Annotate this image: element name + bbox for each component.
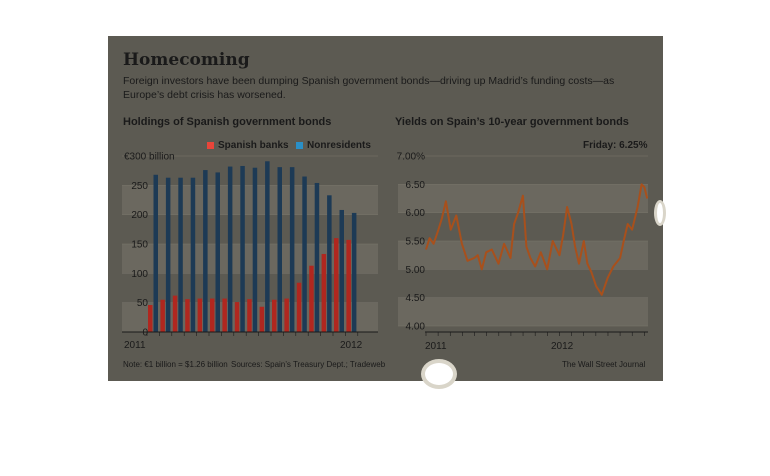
legend-label-nonresidents: Nonresidents [307,140,371,151]
bar-spanish-banks [185,299,190,332]
bar-nonresidents [327,195,332,332]
bar-nonresidents [289,167,295,332]
right-chart-title: Yields on Spain’s 10-year government bon… [395,116,629,128]
line-y-tick-label: 7.00% [397,152,425,163]
bar-nonresidents [314,182,320,332]
sources: Sources: Spain’s Treasury Dept.; Tradewe… [231,360,386,369]
line-y-tick-label: 6.50 [406,180,426,191]
line-x-tick-label: 2011 [425,341,447,352]
bar-spanish-banks [197,298,203,332]
bar-spanish-banks [296,282,302,332]
bar-y-tick-label: 0 [142,328,148,339]
line-x-tick-label: 2012 [551,341,574,352]
bar-spanish-banks [334,238,339,332]
friday-annotation: Friday: 6.25% [583,140,648,151]
bar-nonresidents [190,177,196,332]
bar-nonresidents [339,209,344,332]
legend-nonresidents: Nonresidents [296,140,371,151]
bar-nonresidents [165,177,171,332]
bar-nonresidents [351,212,357,332]
bar-spanish-banks [259,306,265,332]
footnote: Note: €1 billion = $1.26 billion [123,360,228,369]
bar-spanish-banks [247,299,252,332]
bar-nonresidents [302,176,307,332]
line-y-tick-label: 4.00 [406,322,426,333]
bar-spanish-banks [284,298,289,332]
bar-nonresidents [153,174,158,332]
legend-swatch-spanish-banks [207,142,214,149]
bar-spanish-banks [160,299,165,332]
bar-x-tick-label: 2012 [340,340,363,351]
bar-y-tick-label: 250 [131,181,148,192]
line-y-tick-label: 5.50 [406,237,426,248]
line-y-tick-label: 5.00 [406,265,426,276]
line-grid-band [398,241,648,270]
bar-spanish-banks [234,302,240,332]
bar-nonresidents [227,166,233,332]
line-chart: 4.00 4.50 5.00 5.50 6.00 6.50 7.00% 2011 2012 [397,152,649,352]
bar-spanish-banks [321,253,327,332]
bar-y-tick-label: 50 [137,298,149,309]
bar-nonresidents [265,161,270,332]
chart-figure: Homecoming Foreign investors have been d… [108,36,663,381]
bar-nonresidents [203,170,208,332]
legend-swatch-nonresidents [296,142,303,149]
legend-spanish-banks: Spanish banks [207,140,289,151]
left-chart-title: Holdings of Spanish government bonds [123,116,332,128]
bar-nonresidents [215,172,220,332]
deck-text: Foreign investors have been dumping Span… [123,75,615,101]
bar-spanish-banks [309,265,314,332]
bar-nonresidents [252,167,258,332]
line-y-tick-label: 4.50 [406,293,426,304]
bar-spanish-banks [210,298,215,332]
bar-spanish-banks [148,305,153,332]
bar-chart: 0 50 100 150 200 250 €300 billion 2011 2012 [122,152,378,351]
line-y-tick-label: 6.00 [406,208,426,219]
bar-y-tick-label: 100 [131,269,148,280]
bar-nonresidents [277,167,282,332]
bar-y-tick-label: 200 [131,210,148,221]
credit: The Wall Street Journal [562,360,646,369]
bar-spanish-banks [172,295,178,332]
headline: Homecoming [123,50,250,70]
decorative-blob [654,200,666,226]
bar-nonresidents [240,165,245,332]
legend-label-spanish-banks: Spanish banks [218,140,289,151]
bar-spanish-banks [272,299,277,332]
bar-spanish-banks [346,239,351,332]
bar-nonresidents [178,177,183,332]
decorative-blob [421,359,457,389]
bar-spanish-banks [222,298,227,332]
bar-x-tick-label: 2011 [124,340,146,351]
bar-y-tick-label: €300 billion [124,152,175,163]
yield-line [425,183,649,296]
bar-y-tick-label: 150 [131,240,148,251]
bar-grid-band [122,185,378,215]
line-grid-band [398,297,648,326]
